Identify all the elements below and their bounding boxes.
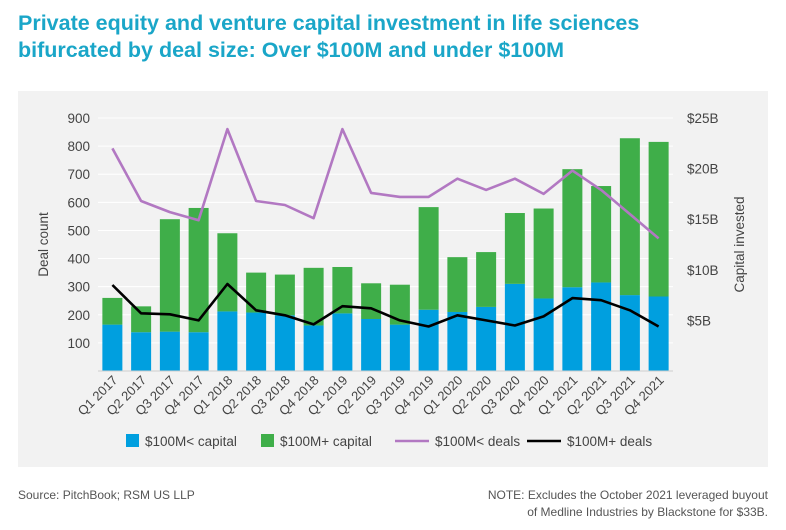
right-axis-title: Capital invested xyxy=(732,196,747,292)
bar-under100m-capital xyxy=(188,332,209,371)
legend-label: $100M+ deals xyxy=(567,434,652,449)
left-tick-label: 100 xyxy=(67,336,90,351)
bar-under100m-capital xyxy=(504,283,525,371)
title-line-1: Private equity and venture capital inves… xyxy=(18,11,640,35)
source-note: Source: PitchBook; RSM US LLP xyxy=(18,488,195,502)
bar-over100m-capital xyxy=(303,267,324,326)
footnote: NOTE: Excludes the October 2021 leverage… xyxy=(488,487,768,521)
left-tick-label: 300 xyxy=(67,280,90,295)
left-tick-label: 500 xyxy=(67,223,90,238)
bar-over100m-capital xyxy=(246,272,267,313)
footnote-line-1: NOTE: Excludes the October 2021 leverage… xyxy=(487,488,768,502)
bar-over100m-capital xyxy=(476,252,497,307)
bar-over100m-capital xyxy=(447,257,468,312)
bar-over100m-capital xyxy=(217,233,238,312)
bar-under100m-capital xyxy=(131,332,152,371)
bar-over100m-capital xyxy=(274,274,295,316)
right-tick-label: $15B xyxy=(687,212,719,227)
left-tick-label: 800 xyxy=(67,139,90,154)
bar-under100m-capital xyxy=(246,312,267,371)
bar-under100m-capital xyxy=(533,298,554,371)
legend-swatch xyxy=(126,434,139,447)
left-tick-label: 900 xyxy=(67,111,90,126)
legend-label: $100M< capital xyxy=(145,434,237,449)
bar-over100m-capital xyxy=(188,207,209,333)
bar-under100m-capital xyxy=(303,325,324,371)
legend-swatch xyxy=(261,434,274,447)
left-tick-label: 200 xyxy=(67,308,90,323)
bar-over100m-capital xyxy=(562,169,583,288)
bar-over100m-capital xyxy=(389,284,410,325)
bar-over100m-capital xyxy=(504,213,525,284)
bar-over100m-capital xyxy=(332,266,353,314)
bar-under100m-capital xyxy=(591,282,612,371)
title-line-2: bifurcated by deal size: Over $100M and … xyxy=(18,38,565,62)
bar-under100m-capital xyxy=(418,309,439,371)
legend-label: $100M< deals xyxy=(435,434,520,449)
bar-over100m-capital xyxy=(159,219,180,332)
bar-over100m-capital xyxy=(418,207,439,310)
line-under100m-deals xyxy=(111,127,660,240)
bar-under100m-capital xyxy=(274,315,295,371)
bar-over100m-capital xyxy=(131,306,152,333)
bar-under100m-capital xyxy=(389,324,410,371)
right-tick-label: $25B xyxy=(687,111,719,126)
right-tick-label: $10B xyxy=(687,263,719,278)
bar-under100m-capital xyxy=(332,313,353,371)
bar-under100m-capital xyxy=(648,296,669,371)
bar-over100m-capital xyxy=(619,138,640,296)
bar-under100m-capital xyxy=(217,311,238,371)
bar-under100m-capital xyxy=(361,318,382,371)
left-axis-title: Deal count xyxy=(36,212,51,277)
combo-chart: 100 200 300 400 500 600 700 800 900 $5B $10B $15B $2… xyxy=(36,111,747,449)
bar-over100m-capital xyxy=(533,208,554,299)
legend-label: $100M+ capital xyxy=(280,434,372,449)
right-tick-label: $5B xyxy=(687,313,711,328)
bar-under100m-capital xyxy=(562,287,583,371)
left-tick-label: 700 xyxy=(67,167,90,182)
left-tick-label: 400 xyxy=(67,252,90,267)
bar-under100m-capital xyxy=(447,311,468,371)
line-over100m-deals xyxy=(111,282,660,328)
bar-over100m-capital xyxy=(648,141,669,297)
bar-under100m-capital xyxy=(159,331,180,371)
bar-under100m-capital xyxy=(476,306,497,371)
chart-panel: 100 200 300 400 500 600 700 800 900 $5B $10B $15B $2… xyxy=(18,91,768,467)
right-tick-label: $20B xyxy=(687,162,719,177)
footnote-line-2: of Medline Industries by Blackstone for … xyxy=(527,505,768,519)
bar-over100m-capital xyxy=(102,297,123,325)
bar-over100m-capital xyxy=(361,283,382,319)
bar-under100m-capital xyxy=(102,324,123,371)
bar-over100m-capital xyxy=(591,186,612,283)
left-tick-label: 600 xyxy=(67,195,90,210)
chart-title: Private equity and venture capital inves… xyxy=(18,10,778,64)
